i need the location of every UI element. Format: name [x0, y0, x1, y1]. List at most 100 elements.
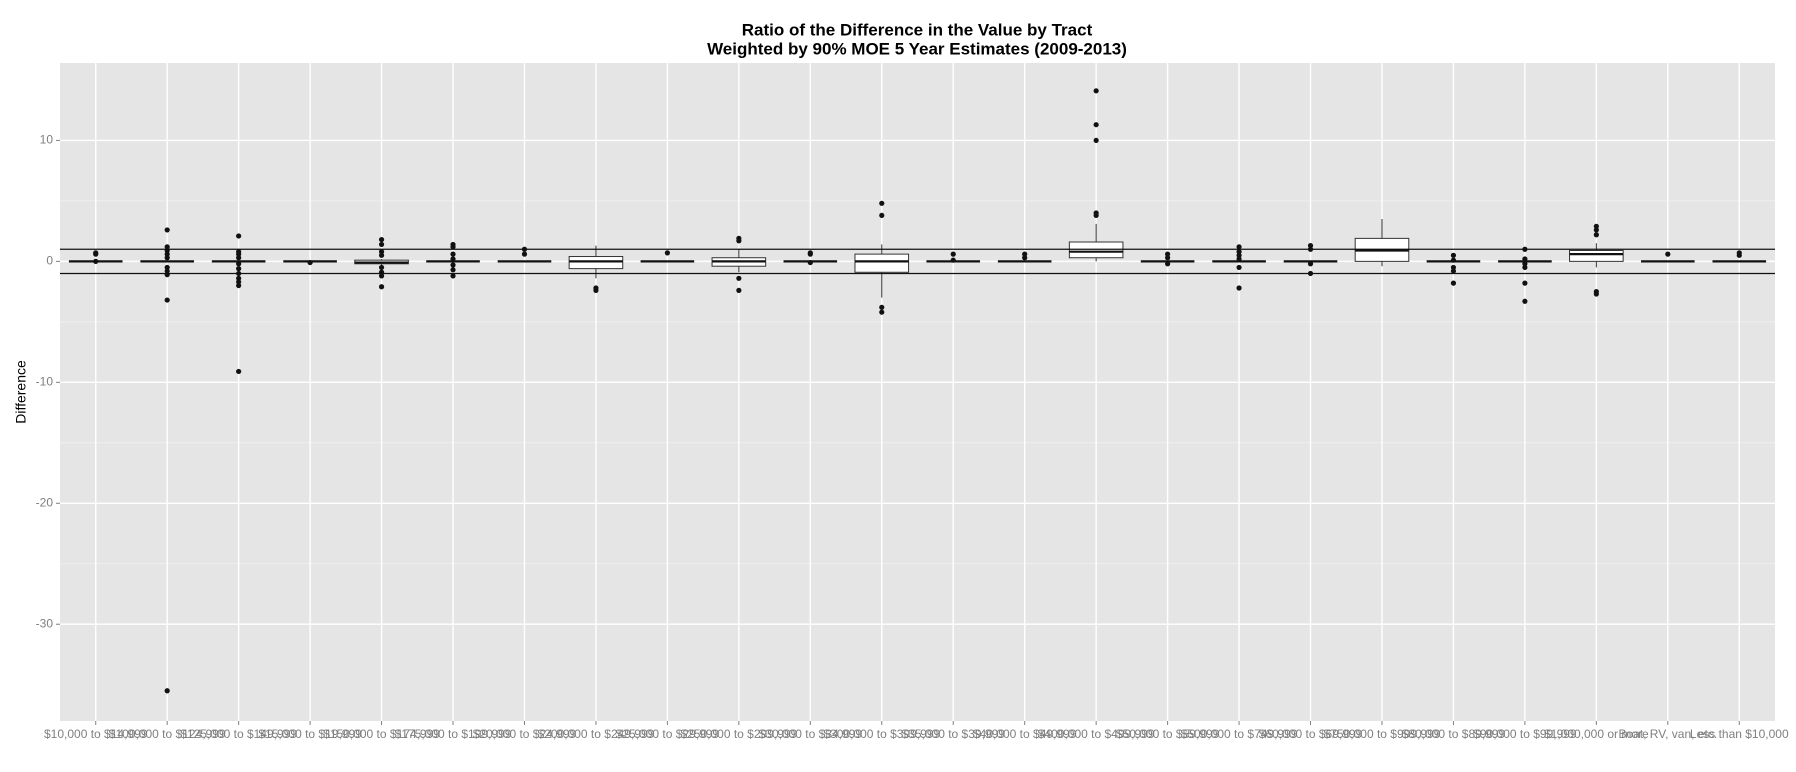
outlier	[236, 233, 242, 239]
outlier	[1022, 255, 1028, 261]
outlier	[1307, 243, 1314, 249]
outlier	[164, 251, 170, 257]
outlier	[1093, 212, 1099, 219]
outlier	[236, 251, 242, 257]
x-tick-label: $100,000 to $124,999	[109, 727, 226, 741]
x-tick-label: $125,000 to $149,999	[180, 727, 297, 741]
outlier	[1307, 261, 1314, 267]
outlier	[1593, 291, 1599, 297]
outlier	[521, 251, 528, 257]
x-tick-label: $10,000 to $14,999	[44, 727, 148, 741]
outlier	[1236, 285, 1242, 291]
outlier	[1093, 88, 1099, 94]
outlier	[879, 304, 885, 310]
outlier	[378, 264, 385, 271]
outlier	[1093, 122, 1099, 128]
outlier	[879, 309, 885, 315]
x-tick-label: Boat, RV, van, etc.	[1618, 727, 1717, 741]
x-tick-label: $80,000 to $89,999	[1402, 727, 1506, 741]
outlier	[236, 279, 242, 285]
chart-title: Ratio of the Difference in the Value by …	[742, 20, 1093, 39]
outlier	[164, 272, 170, 278]
outlier	[1522, 264, 1528, 271]
outlier	[1165, 261, 1171, 267]
outlier	[450, 251, 456, 257]
outlier	[1236, 256, 1242, 262]
outlier	[164, 244, 170, 250]
y-tick-label: 0	[46, 254, 53, 268]
outlier	[1450, 268, 1457, 274]
box	[854, 253, 910, 273]
outlier	[1450, 252, 1457, 258]
outlier	[93, 250, 99, 256]
outlier	[450, 256, 456, 262]
y-tick-label: -20	[36, 495, 54, 509]
outlier	[450, 273, 456, 279]
outlier	[1165, 251, 1171, 257]
outlier	[450, 262, 456, 268]
outlier	[1236, 249, 1242, 255]
outlier	[236, 275, 242, 281]
outlier	[736, 287, 742, 293]
outlier	[450, 244, 456, 250]
outlier	[450, 267, 456, 273]
outlier	[1450, 257, 1457, 263]
y-tick-label: 10	[40, 133, 54, 147]
y-tick-label: -10	[36, 374, 54, 388]
x-tick-label: $90,000 to $99,999	[1473, 727, 1577, 741]
outlier	[378, 273, 385, 279]
outlier	[236, 261, 242, 267]
outlier	[664, 250, 670, 256]
outlier	[378, 249, 385, 255]
outlier	[1236, 244, 1242, 250]
outlier	[236, 282, 242, 289]
x-tick-label: $250,000 to $299,999	[680, 727, 797, 741]
outlier	[378, 241, 385, 248]
x-tick-label: $25,000 to $29,999	[616, 727, 720, 741]
plot-background	[60, 63, 1775, 721]
box	[1068, 241, 1124, 259]
outlier	[807, 259, 813, 266]
outlier	[1022, 251, 1028, 257]
x-tick-label: $150,000 to $174,999	[323, 727, 440, 741]
x-tick-label: $300,000 to $399,999	[823, 727, 940, 741]
outlier	[1236, 252, 1242, 258]
outlier	[1450, 264, 1457, 271]
outlier	[164, 688, 170, 694]
outlier	[1593, 223, 1599, 229]
outlier	[879, 212, 885, 219]
outlier	[1593, 227, 1599, 233]
x-tick-label: $30,000 to $34,999	[759, 727, 863, 741]
x-tick-label: $175,000 to $199,999	[395, 727, 512, 741]
x-tick-label: $400,000 to $499,999	[1038, 727, 1155, 741]
x-tick-label: $35,000 to $39,999	[902, 727, 1006, 741]
outlier	[1522, 261, 1528, 267]
outlier	[1736, 252, 1742, 258]
outlier	[1093, 137, 1099, 144]
box	[568, 256, 624, 270]
outlier	[1593, 232, 1599, 238]
outlier	[236, 255, 242, 261]
outlier	[950, 251, 956, 257]
x-tick-label: $60,000 to $69,999	[1259, 727, 1363, 741]
box	[1569, 249, 1624, 262]
outlier	[236, 368, 242, 375]
outlier	[1236, 264, 1242, 271]
y-tick-label: -30	[36, 616, 54, 630]
outlier	[807, 250, 813, 256]
outlier	[164, 255, 170, 261]
x-tick-label: $750,000 to $999,999	[1324, 727, 1441, 741]
x-tick-label: Less than $10,000	[1690, 727, 1789, 741]
outlier	[736, 275, 742, 281]
x-tick-label: $200,000 to $249,999	[538, 727, 655, 741]
outlier	[236, 266, 242, 272]
outlier	[307, 259, 313, 266]
outlier	[1165, 255, 1171, 261]
x-tick-label: $1,000,000 or more	[1544, 727, 1649, 741]
outlier	[1522, 298, 1528, 304]
chart-subtitle: Weighted by 90% MOE 5 Year Estimates (20…	[707, 39, 1127, 58]
outlier	[164, 264, 170, 271]
outlier	[378, 252, 385, 258]
outlier	[1450, 280, 1457, 286]
